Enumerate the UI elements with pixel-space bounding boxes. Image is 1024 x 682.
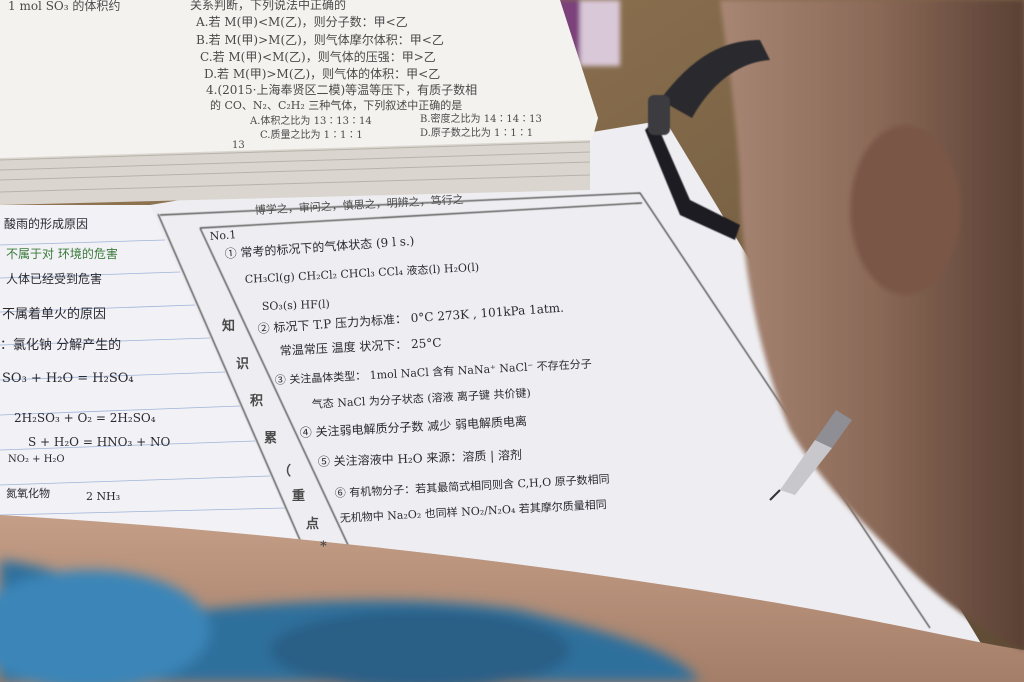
- notebook-line: 氮氧化物: [6, 486, 50, 500]
- textbook-line: 4.(2015·上海奉贤区二模)等温等压下，有质子数相: [206, 82, 477, 97]
- textbook-line: D.若 M(甲)>M(乙)，则气体的体积：甲<乙: [204, 66, 440, 81]
- notebook-line: ：氯化钠 分解产生的: [0, 337, 121, 353]
- textbook-line: A.体积之比为 13∶13∶14: [249, 114, 372, 127]
- left-notebook-lines: [0, 239, 286, 516]
- note-line: ⑤ 关注溶液中 H₂O 来源：溶质 | 溶剂: [318, 447, 523, 469]
- note-line: 气态 NaCl 为分子状态 (溶液 离子键 共价键): [311, 386, 531, 411]
- textbook-line: A.若 M(甲)<M(乙)，则分子数：甲<乙: [195, 14, 408, 29]
- notebook-line: 2 NH₃: [86, 490, 120, 503]
- note-line: ③ 关注晶体类型： 1mol NaCl 含有 NaNa⁺ NaCl⁻ 不存在分子: [274, 356, 592, 387]
- textbook-page-number: 13: [232, 140, 245, 151]
- worksheet-notes: No.1 ① 常考的标况下的气体状态 (9 l s.) CH₃Cl(g) CH₂…: [209, 228, 610, 525]
- notebook-line: 人体已经受到危害: [6, 271, 102, 286]
- textbook-line: C.若 M(甲)<M(乙)，则气体的压强：甲>乙: [200, 49, 436, 64]
- notebook-line: 不属着单火的原因: [2, 306, 106, 322]
- note-line: CH₃Cl(g) CH₂Cl₂ CHCl₃ CCl₄ 液态(l) H₂O(l): [244, 260, 479, 286]
- worksheet-header: 博学之，审问之，慎思之，明辨之，笃行之: [254, 192, 463, 217]
- worksheet-page: [150, 120, 985, 682]
- side-title-char: 点: [306, 516, 319, 532]
- side-title-char: （: [278, 463, 291, 479]
- glasses: [645, 40, 770, 240]
- side-title-char: *: [320, 539, 327, 554]
- notebook-line: NO₂ + H₂O: [8, 454, 65, 465]
- note-line: 无机物中 Na₂O₂ 也同样 NO₂/N₂O₄ 若其摩尔质量相同: [339, 497, 607, 525]
- side-title-char: 累: [264, 430, 277, 446]
- pen: [769, 410, 852, 501]
- notebook-line: 酸雨的形成原因: [4, 216, 88, 231]
- textbook-line: 1 mol SO₃ 的体积约: [8, 0, 120, 13]
- side-title-char: 积: [250, 393, 263, 409]
- textbook-line: 的 CO、N₂、C₂H₂ 三种气体，下列叙述中正确的是: [210, 98, 462, 112]
- left-notebook-notes: 酸雨的形成原因 不属于对 环境的危害 人体已经受到危害 不属着单火的原因 ：氯化…: [0, 216, 170, 503]
- side-title-char: 识: [236, 357, 249, 372]
- notebook-line: S + H₂O = HNO₃ + NO: [28, 435, 170, 449]
- textbook-line: D.原子数之比为 1∶1∶1: [420, 126, 533, 139]
- textbook-text: 1 mol SO₃ 的体积约 关系判断，下列说法中正确的 A.若 M(甲)<M(…: [8, 0, 542, 151]
- note-line: No.1: [209, 228, 236, 243]
- note-line: 常温常压 温度 状况下： 25°C: [279, 335, 441, 358]
- side-title-char: 重: [292, 488, 305, 504]
- note-line: ⑥ 有机物分子：若其最简式相同则含 C,H,O 原子数相同: [334, 472, 609, 500]
- notebook-line: 2H₂SO₃ + O₂ = 2H₂SO₄: [14, 411, 156, 425]
- textbook-line: C.质量之比为 1∶1∶1: [260, 128, 363, 141]
- student-head: [720, 0, 1024, 650]
- textbook-line: B.若 M(甲)>M(乙)，则气体摩尔体积：甲<乙: [196, 32, 444, 47]
- textbook-line: 关系判断，下列说法中正确的: [190, 0, 346, 12]
- notebook-line: 不属于对 环境的危害: [6, 246, 118, 261]
- note-line: SO₃(s) HF(l): [262, 298, 330, 313]
- textbook-line: B.密度之比为 14∶14∶13: [420, 112, 542, 125]
- textbook: [0, 0, 598, 205]
- note-line: ④ 关注弱电解质分子数 减少 弱电解质电离: [299, 413, 527, 440]
- side-title-char: 知: [222, 318, 235, 334]
- worksheet-side-title: 知 识 积 累 （ 重 点 *: [222, 318, 327, 554]
- blue-sleeve: [0, 560, 700, 682]
- note-line: ① 常考的标况下的气体状态 (9 l s.): [224, 233, 415, 261]
- notebook-line: SO₃ + H₂O = H₂SO₄: [2, 371, 134, 386]
